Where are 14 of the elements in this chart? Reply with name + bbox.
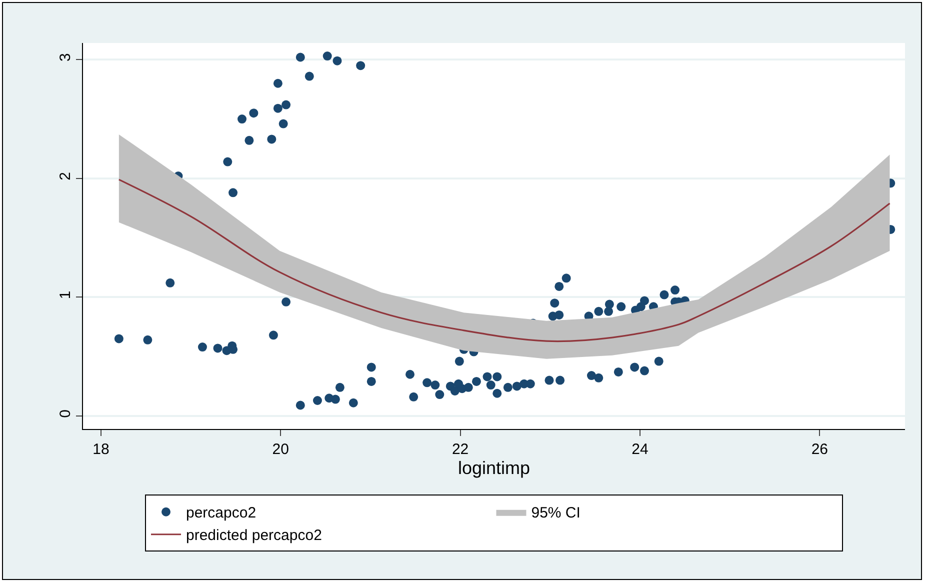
- x-tick-label: 26: [811, 441, 828, 458]
- x-axis-title: logintimp: [458, 458, 530, 478]
- x-tick-label: 20: [272, 441, 289, 458]
- y-tick-label: 3: [57, 53, 74, 62]
- x-tick-label: 18: [92, 441, 110, 458]
- legend-label: percapco2: [186, 504, 256, 522]
- text: 95% CI: [531, 504, 580, 522]
- line-series: [118, 178, 891, 342]
- y-tick-label: 2: [57, 172, 74, 180]
- y-tick-label: 0: [57, 410, 74, 418]
- x-tick-label: 22: [452, 441, 469, 458]
- legend-label: predicted percapco2: [186, 527, 322, 544]
- y-tick-label: 1: [57, 290, 74, 300]
- x-tick-label: 24: [632, 441, 648, 458]
